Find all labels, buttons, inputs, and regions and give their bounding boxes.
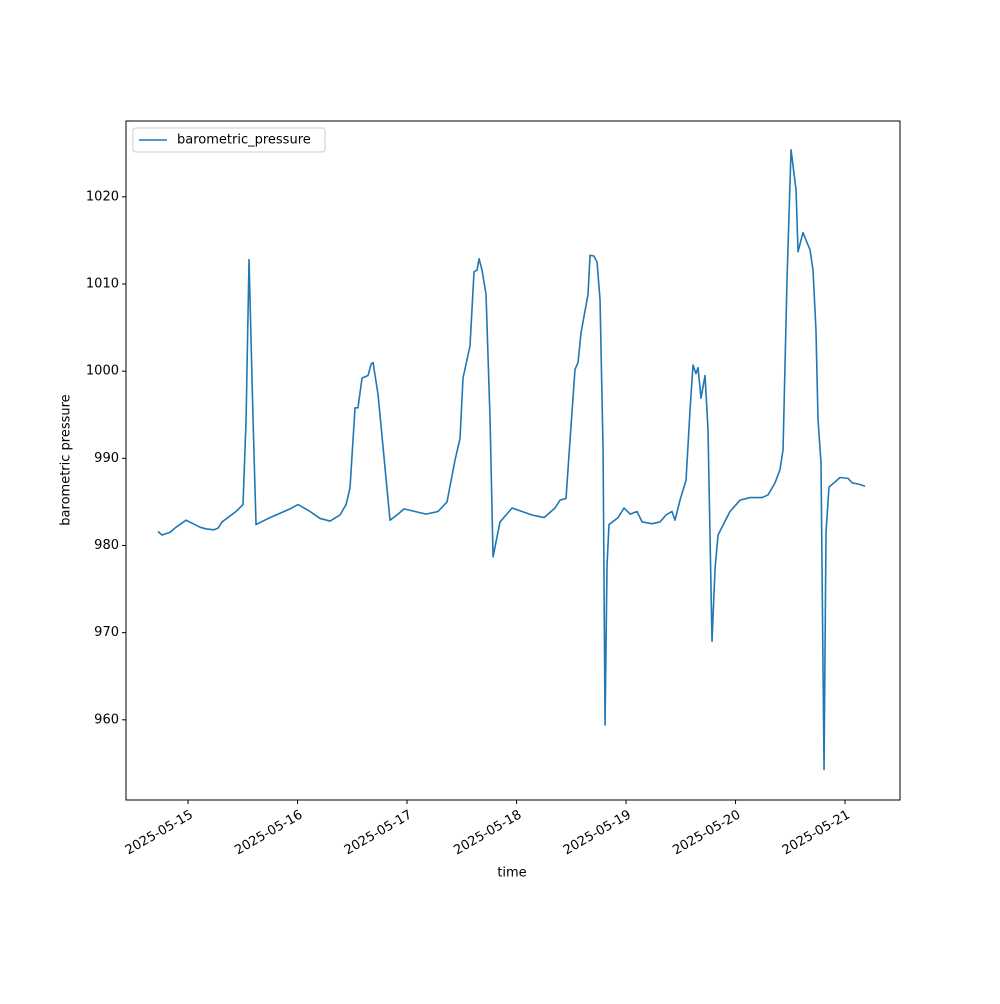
x-tick-label: 2025-05-15 [123,808,196,859]
x-tick-label: 2025-05-20 [670,808,743,859]
x-axis-label: time [497,866,526,881]
y-tick-label: 1010 [86,276,119,291]
data-line [157,148,866,771]
y-tick-label: 1020 [86,189,119,204]
legend: barometric_pressure [132,127,326,153]
y-tick-label: 1000 [86,364,119,379]
y-axis-label: barometric pressure [59,394,74,525]
plot-frame [125,120,901,801]
x-tick-label: 2025-05-18 [451,808,524,859]
y-tick-label: 960 [94,712,119,727]
y-tick-label: 990 [94,451,119,466]
y-tick-label: 970 [94,625,119,640]
y-tick-label: 980 [94,538,119,553]
legend-box [132,127,326,153]
x-tick-label: 2025-05-17 [342,808,415,859]
x-tick-label: 2025-05-21 [780,808,853,859]
legend-label: barometric_pressure [177,133,311,148]
x-tick-label: 2025-05-16 [232,808,305,859]
x-tick-label: 2025-05-19 [561,808,634,859]
